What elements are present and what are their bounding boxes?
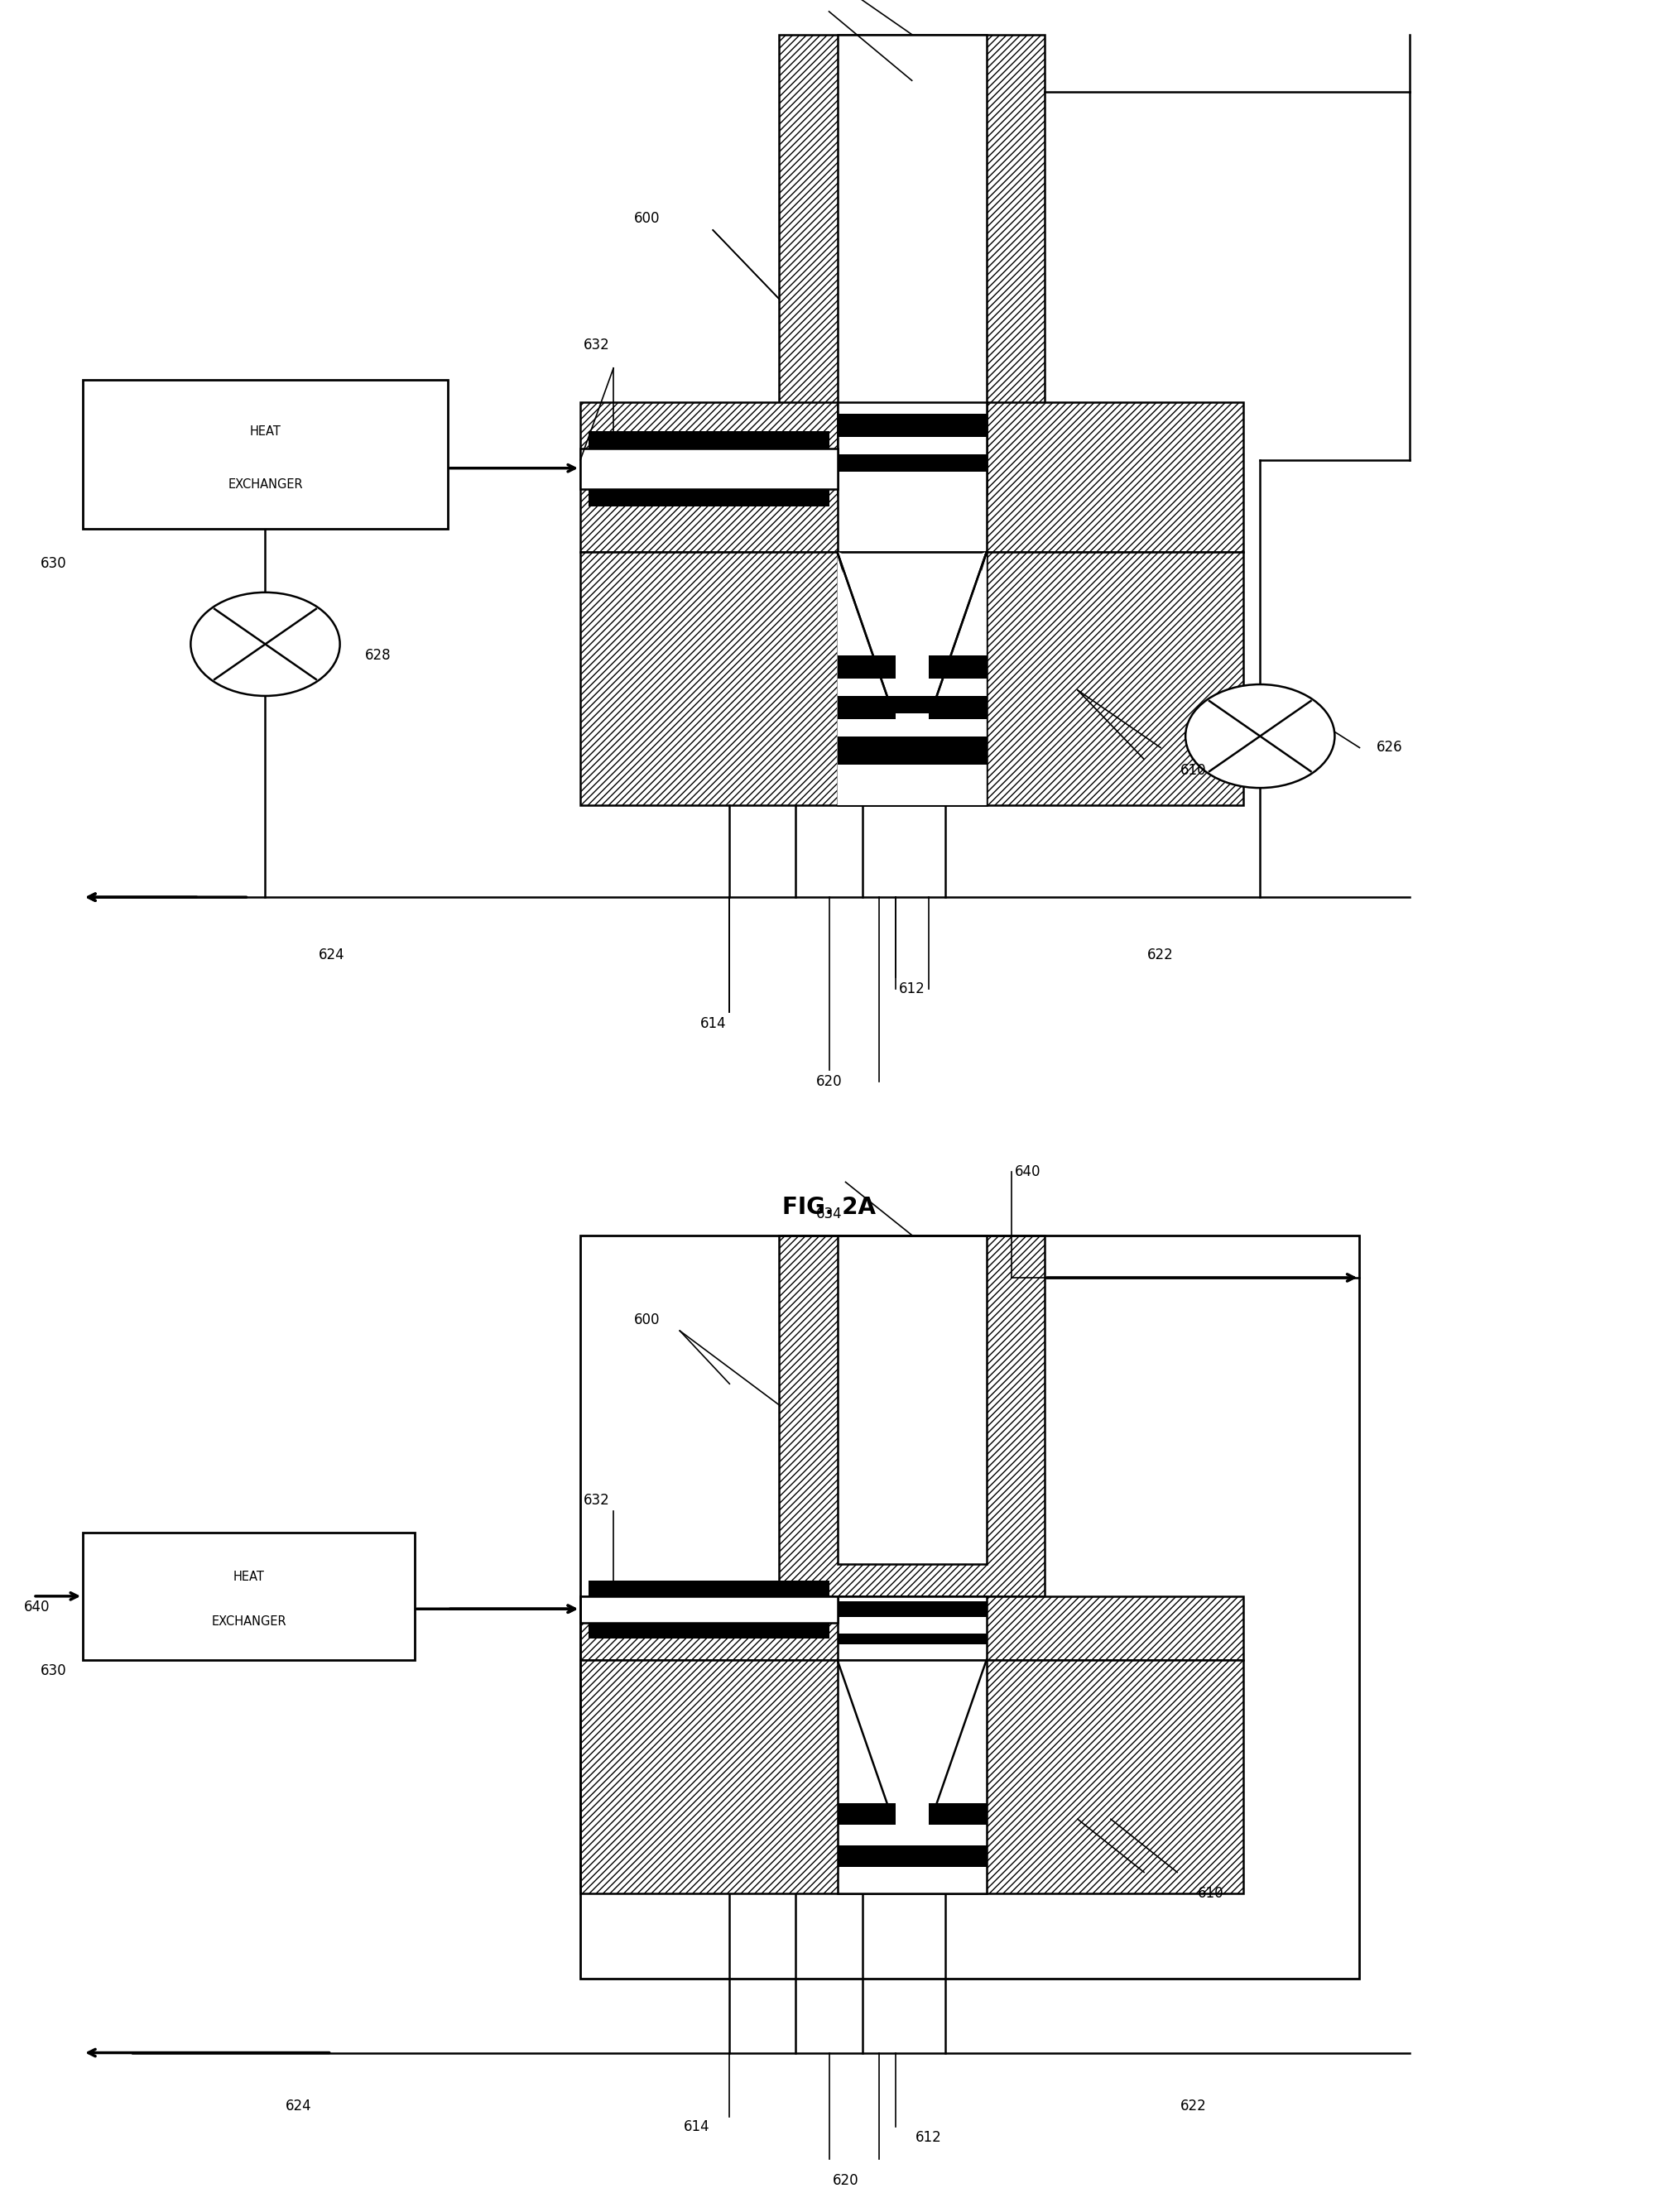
Bar [580, 1659, 1244, 1893]
Bar [580, 403, 1244, 553]
Bar [580, 1597, 837, 1624]
Text: 610: 610 [1180, 763, 1207, 779]
Bar [837, 1632, 987, 1644]
Bar [928, 1803, 987, 1825]
Bar [837, 1597, 987, 1659]
Bar [837, 741, 987, 765]
Bar [837, 403, 987, 553]
Circle shape [191, 593, 340, 697]
Text: 614: 614 [700, 1015, 726, 1031]
Bar [837, 697, 895, 719]
Bar [837, 1803, 895, 1825]
Polygon shape [842, 555, 982, 801]
Text: 620: 620 [832, 2172, 859, 2188]
Bar [589, 1624, 829, 1639]
Text: 628: 628 [365, 648, 391, 664]
Text: 626: 626 [1376, 741, 1403, 754]
Text: FIG. 2A: FIG. 2A [783, 1197, 875, 1219]
Text: 630: 630 [40, 1663, 66, 1679]
Bar [779, 35, 1045, 553]
Bar [837, 655, 895, 679]
Text: 614: 614 [683, 2119, 710, 2135]
Text: 610: 610 [1197, 1887, 1224, 1900]
Bar [837, 1845, 987, 1867]
Bar [837, 1659, 987, 1893]
Bar [837, 1234, 987, 1564]
Bar [837, 697, 895, 719]
Bar [928, 655, 987, 679]
Text: HEAT: HEAT [234, 1571, 264, 1584]
Text: 640: 640 [1015, 1164, 1041, 1179]
Polygon shape [842, 1663, 982, 1891]
Polygon shape [837, 553, 887, 712]
Text: 612: 612 [899, 982, 925, 998]
Text: 634: 634 [816, 1206, 842, 1221]
Text: EXCHANGER: EXCHANGER [227, 478, 303, 491]
Bar [779, 1234, 1045, 1597]
Text: 632: 632 [584, 1493, 610, 1509]
Text: 600: 600 [633, 1312, 660, 1327]
Text: HEAT: HEAT [250, 425, 280, 438]
Bar [589, 489, 829, 507]
Text: 620: 620 [816, 1073, 842, 1088]
Text: 624: 624 [318, 947, 345, 962]
Bar [837, 1601, 987, 1617]
Text: 632: 632 [584, 338, 610, 352]
Bar [837, 35, 987, 495]
Bar [580, 449, 837, 489]
Bar [580, 553, 1244, 805]
Bar [83, 380, 448, 529]
Bar [589, 1579, 829, 1597]
Bar [837, 553, 987, 805]
Text: 600: 600 [633, 210, 660, 226]
Circle shape [1185, 684, 1335, 787]
Text: 624: 624 [285, 2099, 312, 2112]
Bar [928, 697, 987, 719]
Text: EXCHANGER: EXCHANGER [211, 1615, 287, 1628]
Polygon shape [837, 553, 987, 805]
Bar [83, 1533, 414, 1659]
Bar [837, 697, 987, 712]
Polygon shape [937, 553, 987, 712]
Bar [837, 414, 987, 438]
Bar [837, 737, 987, 759]
Text: 622: 622 [1180, 2099, 1207, 2112]
Bar [928, 697, 987, 719]
Text: 622: 622 [1147, 947, 1174, 962]
Text: 612: 612 [915, 2130, 942, 2146]
Bar [837, 453, 987, 471]
Text: 640: 640 [23, 1599, 50, 1615]
Bar [580, 1234, 1360, 1978]
Bar [580, 1597, 1244, 1659]
Bar [589, 431, 829, 449]
Text: 630: 630 [40, 555, 66, 571]
